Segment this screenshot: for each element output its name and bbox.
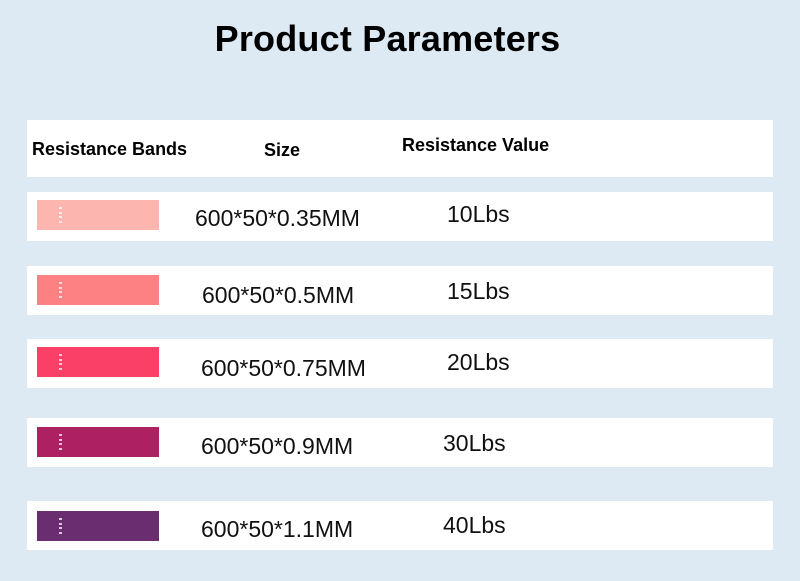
table-row: 600*50*0.35MM 10Lbs [27, 192, 773, 241]
size-cell: 600*50*0.35MM [195, 205, 360, 231]
band-logo-icon [59, 207, 62, 223]
table-row: 600*50*1.1MM 40Lbs [27, 501, 773, 550]
header-resistance-value: Resistance Value [402, 135, 550, 155]
band-swatch [37, 275, 159, 305]
band-logo-icon [59, 282, 62, 298]
table-row: 600*50*0.75MM 20Lbs [27, 339, 773, 388]
value-cell: 15Lbs [447, 278, 510, 304]
table-header: Resistance Bands Size Resistance Value [27, 120, 773, 177]
band-swatch [37, 200, 159, 230]
band-swatch [37, 347, 159, 377]
page-title: Product Parameters [214, 18, 561, 59]
size-cell: 600*50*0.75MM [201, 355, 366, 381]
size-cell: 600*50*0.5MM [202, 282, 355, 308]
table-row: 600*50*0.9MM 30Lbs [27, 418, 773, 467]
value-cell: 40Lbs [443, 512, 506, 538]
header-resistance-bands: Resistance Bands [32, 139, 188, 159]
value-cell: 10Lbs [447, 201, 510, 227]
band-swatch [37, 511, 159, 541]
value-cell: 30Lbs [443, 430, 506, 456]
header-size: Size [264, 140, 301, 160]
band-logo-icon [59, 354, 62, 370]
size-cell: 600*50*0.9MM [201, 433, 354, 459]
band-logo-icon [59, 434, 62, 450]
table-row: 600*50*0.5MM 15Lbs [27, 266, 773, 315]
size-cell: 600*50*1.1MM [201, 516, 354, 542]
band-swatch [37, 427, 159, 457]
value-cell: 20Lbs [447, 349, 510, 375]
band-logo-icon [59, 518, 62, 534]
